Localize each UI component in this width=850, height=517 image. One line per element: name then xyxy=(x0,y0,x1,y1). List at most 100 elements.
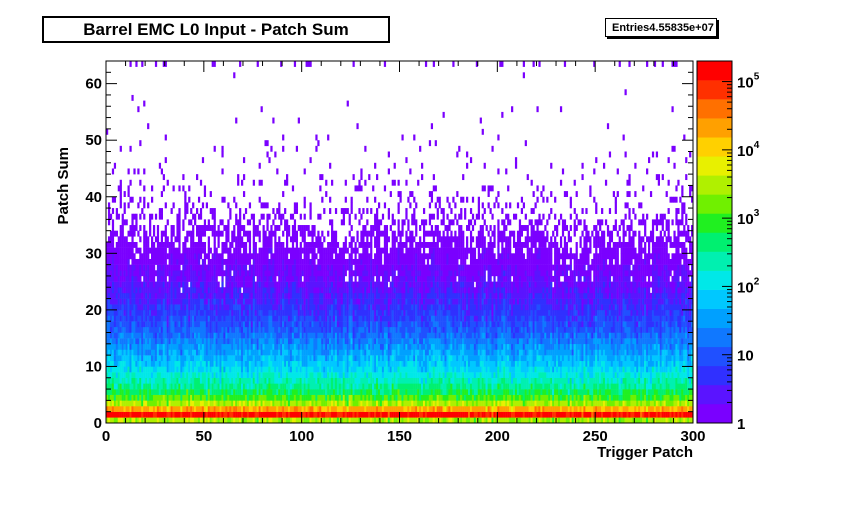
heatmap-cell xyxy=(209,383,212,390)
heatmap-cell xyxy=(164,394,167,401)
heatmap-cell xyxy=(231,332,234,339)
heatmap-cell xyxy=(123,349,126,356)
heatmap-cell xyxy=(223,287,226,294)
heatmap-cell xyxy=(260,213,263,220)
heatmap-cell xyxy=(270,417,273,424)
heatmap-cell xyxy=(172,281,175,288)
heatmap-cell xyxy=(264,326,267,333)
heatmap-cell xyxy=(303,168,306,175)
heatmap-cell xyxy=(196,394,199,401)
heatmap-cell xyxy=(352,326,355,333)
heatmap-cell xyxy=(170,309,173,316)
heatmap-cell xyxy=(383,355,387,362)
heatmap-cell xyxy=(338,338,342,345)
heatmap-cell xyxy=(154,394,158,401)
heatmap-cell xyxy=(194,349,197,356)
heatmap-cell xyxy=(280,366,283,373)
heatmap-cell xyxy=(111,343,115,350)
heatmap-cell xyxy=(176,332,179,339)
heatmap-cell xyxy=(287,394,291,401)
heatmap-cell xyxy=(241,360,244,367)
heatmap-cell xyxy=(168,406,171,412)
heatmap-cell xyxy=(194,242,197,248)
heatmap-cell xyxy=(197,343,201,350)
heatmap-cell xyxy=(117,309,120,316)
heatmap-cell xyxy=(149,394,152,401)
heatmap-cell xyxy=(327,377,330,384)
heatmap-cell xyxy=(184,417,187,424)
heatmap-cell xyxy=(223,332,226,339)
heatmap-cell xyxy=(364,355,367,362)
heatmap-cell xyxy=(121,389,124,395)
heatmap-cell xyxy=(233,225,236,231)
heatmap-cell xyxy=(264,338,267,345)
heatmap-cell xyxy=(205,270,208,277)
heatmap-cell xyxy=(135,309,138,316)
heatmap-cell xyxy=(374,360,377,367)
heatmap-cell xyxy=(321,298,324,305)
heatmap-cell xyxy=(376,315,379,322)
heatmap-cell xyxy=(119,326,122,333)
heatmap-cell xyxy=(209,298,212,305)
heatmap-cell xyxy=(223,389,226,395)
heatmap-cell xyxy=(123,321,126,328)
heatmap-cell xyxy=(176,315,179,322)
heatmap-cell xyxy=(119,360,122,367)
heatmap-cell xyxy=(186,292,189,299)
heatmap-cell xyxy=(170,417,173,424)
heatmap-cell xyxy=(133,213,136,220)
heatmap-cell xyxy=(254,225,257,231)
heatmap-cell xyxy=(235,383,238,390)
heatmap-cell xyxy=(381,270,385,277)
heatmap-cell xyxy=(354,270,357,277)
heatmap-cell xyxy=(117,315,120,322)
heatmap-cell xyxy=(354,349,357,356)
heatmap-cell xyxy=(258,343,261,350)
heatmap-cell xyxy=(197,225,201,231)
heatmap-cell xyxy=(282,411,285,418)
heatmap-cell xyxy=(125,383,128,390)
heatmap-cell xyxy=(342,213,345,220)
heatmap-cell xyxy=(383,400,387,407)
heatmap-cell xyxy=(133,287,136,294)
heatmap-cell xyxy=(242,389,246,395)
heatmap-cell xyxy=(334,230,338,237)
heatmap-cell xyxy=(188,394,191,401)
heatmap-cell xyxy=(176,230,179,237)
heatmap-cell xyxy=(370,298,373,305)
heatmap-cell xyxy=(368,264,371,271)
heatmap-cell xyxy=(129,366,132,373)
heatmap-cell xyxy=(366,417,369,424)
heatmap-cell xyxy=(315,389,318,395)
heatmap-cell xyxy=(113,264,117,271)
heatmap-cell xyxy=(143,253,146,260)
heatmap-cell xyxy=(176,281,179,288)
heatmap-cell xyxy=(221,394,224,401)
heatmap-cell xyxy=(313,332,316,339)
heatmap-cell xyxy=(342,372,345,378)
heatmap-cell xyxy=(334,394,338,401)
heatmap-cell xyxy=(264,292,267,299)
heatmap-cell xyxy=(372,377,375,384)
heatmap-cell xyxy=(327,264,330,271)
heatmap-cell xyxy=(289,281,293,288)
heatmap-cell xyxy=(109,236,113,243)
heatmap-cell xyxy=(207,275,210,282)
heatmap-cell xyxy=(266,355,269,362)
heatmap-cell xyxy=(186,236,189,243)
heatmap-cell xyxy=(321,281,324,288)
heatmap-cell xyxy=(248,394,252,401)
heatmap-cell xyxy=(360,400,363,407)
heatmap-cell xyxy=(197,372,201,378)
heatmap-cell xyxy=(282,377,285,384)
heatmap-cell xyxy=(309,258,312,265)
heatmap-cell xyxy=(254,326,257,333)
heatmap-cell xyxy=(137,106,140,113)
heatmap-cell xyxy=(115,366,118,373)
heatmap-cell xyxy=(295,332,299,339)
heatmap-cell xyxy=(158,281,162,288)
heatmap-cell xyxy=(274,389,277,395)
heatmap-cell xyxy=(121,360,124,367)
heatmap-cell xyxy=(360,230,363,237)
heatmap-cell xyxy=(205,275,208,282)
